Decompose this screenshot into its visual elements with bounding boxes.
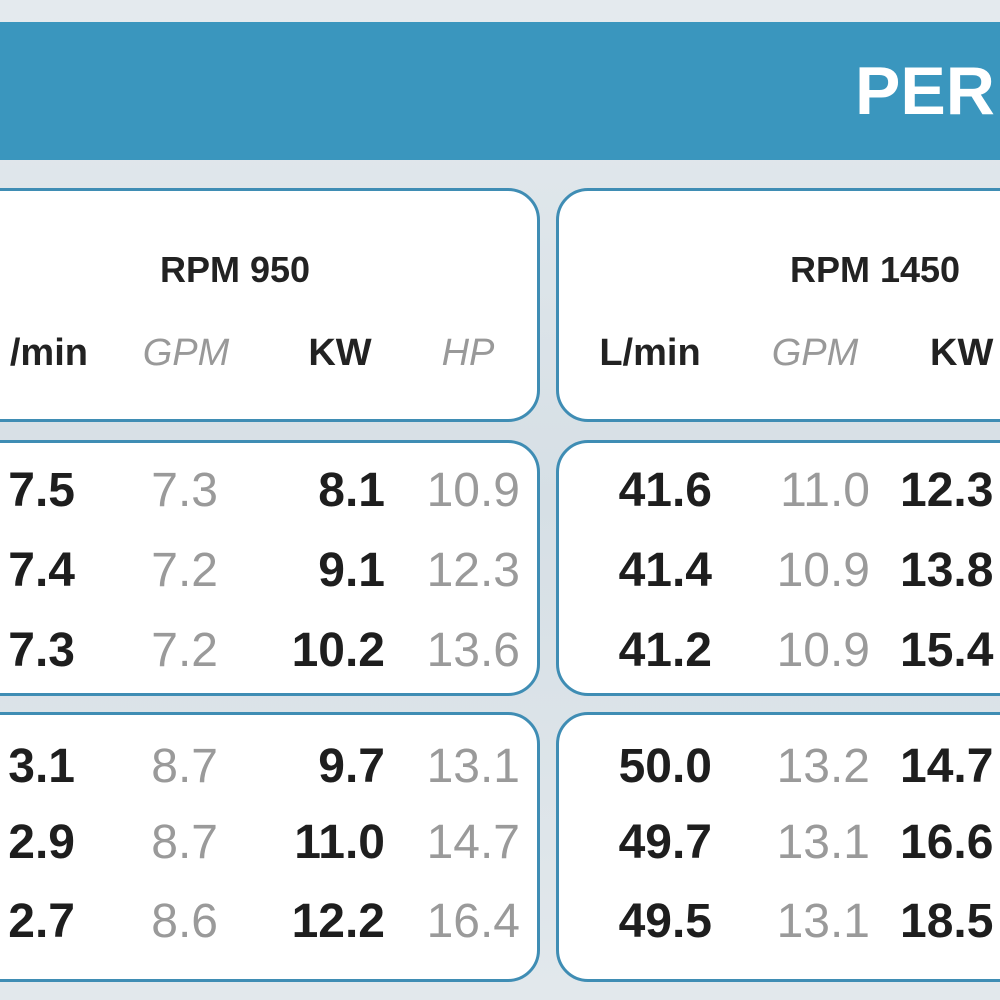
cell: 10.2 bbox=[291, 624, 385, 677]
panel bbox=[0, 712, 540, 982]
cell: 7.3 bbox=[8, 624, 75, 677]
cell: 13.1 bbox=[776, 816, 870, 869]
cell: 12.2 bbox=[291, 895, 385, 948]
cell: 8.6 bbox=[151, 895, 218, 948]
cell: 2.7 bbox=[8, 895, 75, 948]
cell: 7.2 bbox=[151, 544, 218, 597]
cell: 8.7 bbox=[151, 816, 218, 869]
cell: 16.4 bbox=[426, 895, 520, 948]
cell: 9.1 bbox=[318, 544, 385, 597]
cell: 7.3 bbox=[151, 464, 218, 517]
column-header: GPM bbox=[142, 332, 230, 374]
cell: 41.6 bbox=[618, 464, 712, 517]
cell: 41.2 bbox=[618, 624, 712, 677]
cell: 13.8 bbox=[900, 544, 994, 597]
column-header: /min bbox=[9, 332, 88, 374]
panel bbox=[556, 188, 1000, 422]
cell: 10.9 bbox=[426, 464, 520, 517]
cell: 12.3 bbox=[426, 544, 520, 597]
cell: 14.7 bbox=[426, 816, 520, 869]
cell: 13.1 bbox=[776, 895, 870, 948]
cell: 15.4 bbox=[900, 624, 994, 677]
cell: 13.6 bbox=[426, 624, 520, 677]
cell: 18.5 bbox=[900, 895, 994, 948]
column-header: GPM bbox=[771, 332, 859, 374]
column-header: HP bbox=[441, 332, 495, 374]
cell: 49.5 bbox=[618, 895, 712, 948]
column-header: KW bbox=[308, 332, 372, 374]
cell: 8.7 bbox=[151, 740, 218, 793]
cell: 11.0 bbox=[780, 464, 870, 517]
cell: 8.1 bbox=[318, 464, 385, 517]
cell: 7.5 bbox=[8, 464, 75, 517]
rpm-label: RPM 1450 bbox=[789, 249, 961, 290]
cell: 11.0 bbox=[294, 816, 385, 869]
cell: 50.0 bbox=[618, 740, 712, 793]
cell: 10.9 bbox=[776, 624, 870, 677]
header-title: PER bbox=[855, 53, 995, 129]
cell: 3.1 bbox=[8, 740, 75, 793]
cell: 13.2 bbox=[776, 740, 870, 793]
column-header: L/min bbox=[599, 332, 701, 374]
panel bbox=[0, 188, 540, 422]
cell: 7.4 bbox=[8, 544, 75, 597]
cell: 41.4 bbox=[618, 544, 712, 597]
cell: 14.7 bbox=[900, 740, 994, 793]
cell: 12.3 bbox=[900, 464, 994, 517]
panel bbox=[556, 712, 1000, 982]
column-header: KW bbox=[930, 332, 994, 374]
panel bbox=[0, 440, 540, 696]
rpm-label: RPM 950 bbox=[159, 249, 311, 290]
cell: 10.9 bbox=[776, 544, 870, 597]
cell: 2.9 bbox=[8, 816, 75, 869]
cell: 13.1 bbox=[426, 740, 520, 793]
cell: 16.6 bbox=[900, 816, 994, 869]
cell: 7.2 bbox=[151, 624, 218, 677]
cell: 9.7 bbox=[318, 740, 385, 793]
cell: 49.7 bbox=[618, 816, 712, 869]
panel bbox=[556, 440, 1000, 696]
header-band bbox=[0, 22, 1000, 160]
